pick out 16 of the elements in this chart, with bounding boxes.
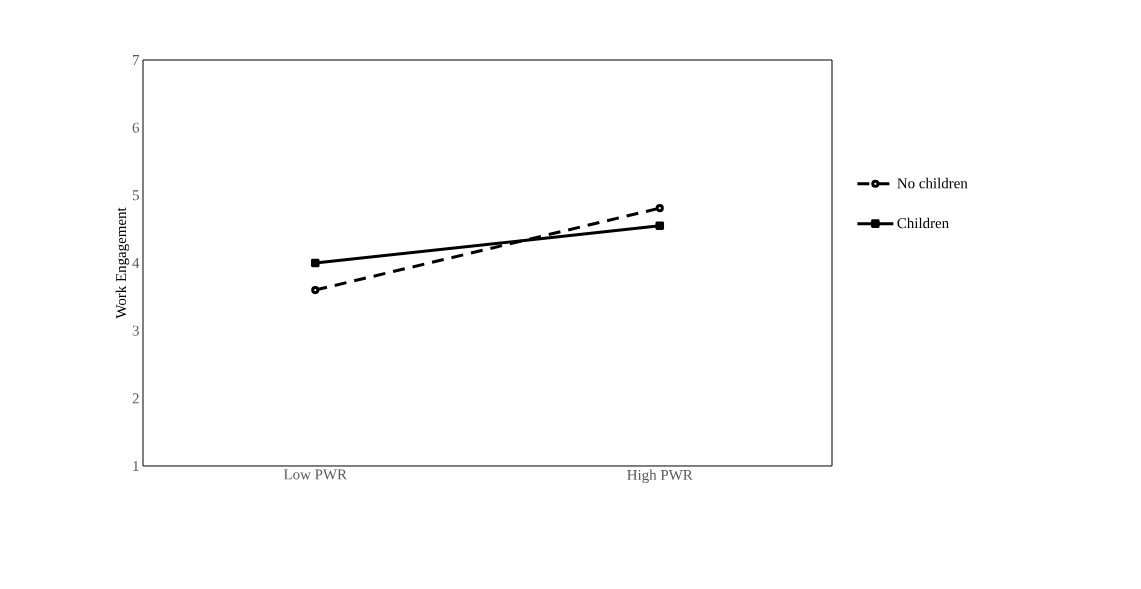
y-axis-title: Work Engagement xyxy=(115,207,130,319)
x-tick-label: High PWR xyxy=(627,469,693,484)
y-tick-label: 6 xyxy=(132,122,140,133)
y-tick-label: 2 xyxy=(132,393,139,404)
legend-label: No children xyxy=(897,177,968,189)
y-tick-label: 1 xyxy=(133,461,139,471)
x-tick-label: Low PWR xyxy=(283,469,347,480)
point xyxy=(311,285,320,295)
legend-label: Children xyxy=(897,217,949,229)
point xyxy=(655,221,665,231)
y-tick-label: 5 xyxy=(132,190,139,201)
point xyxy=(310,258,320,268)
y-tick-label: 4 xyxy=(132,258,140,268)
y-tick-label: 3 xyxy=(132,325,139,336)
y-tick-label: 7 xyxy=(133,55,140,65)
point xyxy=(655,204,664,213)
